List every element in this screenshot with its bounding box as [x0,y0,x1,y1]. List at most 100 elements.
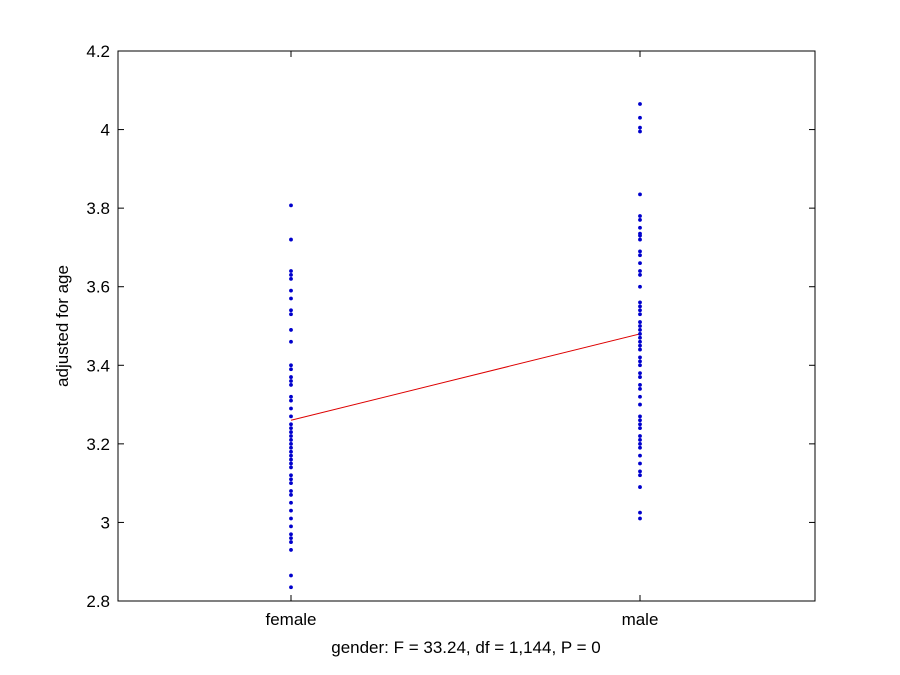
data-point-male [638,469,642,474]
data-point-male [638,510,642,515]
data-point-female [289,461,293,466]
data-point-female [289,312,293,317]
data-point-male [638,438,642,442]
data-point-female [289,465,293,470]
data-point-female [289,441,293,446]
data-point-male [638,233,642,238]
data-point-male [638,102,642,106]
data-point-female [289,276,293,281]
data-point-male [638,320,642,324]
data-point-female [289,500,293,505]
data-point-male [638,355,642,360]
data-point-male [638,453,642,458]
plot-area [117,50,816,602]
data-point-male [638,253,642,258]
data-point-female [289,308,293,313]
y-tick-label: 4.2 [86,42,110,61]
data-point-male [638,383,642,387]
data-point-male [638,249,642,254]
data-point-male [638,347,642,352]
data-point-male [638,461,642,466]
data-point-male [638,125,642,130]
data-point-male [638,261,642,266]
y-tick-label: 3 [101,513,110,532]
x-tick-label-male: male [622,610,659,629]
data-point-female [289,473,293,478]
data-point-female [289,540,293,544]
data-point-female [289,406,293,411]
data-point-female [289,477,293,482]
data-point-male [638,324,642,328]
data-point-male [638,335,642,340]
y-tick-label: 3.2 [86,435,110,454]
data-point-male [638,386,642,391]
data-point-female [289,516,293,521]
data-point-male [638,237,642,242]
y-tick-label: 3.8 [86,199,110,218]
data-point-male [638,343,642,348]
data-point-female [289,288,293,293]
data-point-female [289,383,293,387]
data-point-male [638,485,642,489]
y-tick-label: 3.4 [86,356,110,375]
data-point-male [638,331,642,336]
data-point-male [638,192,642,197]
data-point-female [289,453,293,458]
data-point-male [638,218,642,222]
data-point-female [289,339,293,344]
data-point-female [289,398,293,403]
data-point-male [638,225,642,230]
data-point-male [638,304,642,309]
data-point-male [638,284,642,289]
data-point-female [289,493,293,497]
data-point-male [638,441,642,446]
data-point-male [638,473,642,478]
data-point-female [289,328,293,332]
data-point-male [638,363,642,368]
data-point-female [289,363,293,368]
data-point-female [289,434,293,438]
data-point-female [289,375,293,379]
data-point-male [638,414,642,419]
mean-line [290,333,641,421]
data-point-female [289,481,293,486]
data-point-male [638,339,642,344]
data-point-male [638,328,642,332]
data-point-female [289,508,293,513]
data-point-male [638,516,642,521]
data-point-male [638,426,642,431]
y-tick-label: 4 [101,121,110,140]
data-point-male [638,375,642,379]
data-point-male [638,394,642,399]
data-point-female [289,394,293,399]
data-point-female [289,585,293,590]
y-tick-label: 2.8 [86,592,110,611]
x-axis-label: gender: F = 33.24, df = 1,144, P = 0 [331,638,601,657]
data-point-female [289,237,293,242]
data-point-male [638,434,642,438]
data-point-male [638,445,642,450]
x-tick-label-female: female [265,610,316,629]
data-point-male [638,422,642,427]
data-point-female [289,457,293,462]
data-point-male [638,312,642,317]
data-point-female [289,524,293,529]
data-point-female [289,203,293,208]
data-point-female [289,445,293,450]
x-axis: female male [265,51,658,629]
data-point-male [638,308,642,313]
data-point-male [638,359,642,364]
data-point-male [638,269,642,273]
y-axis-label: adjusted for age [53,265,72,387]
data-point-male [638,300,642,305]
data-point-female [289,414,293,419]
data-point-male [638,129,642,134]
data-point-female [289,422,293,427]
data-point-female [289,367,293,372]
data-points [289,102,642,590]
data-point-female [289,438,293,442]
data-point-female [289,449,293,454]
data-point-female [289,269,293,273]
data-point-female [289,273,293,277]
